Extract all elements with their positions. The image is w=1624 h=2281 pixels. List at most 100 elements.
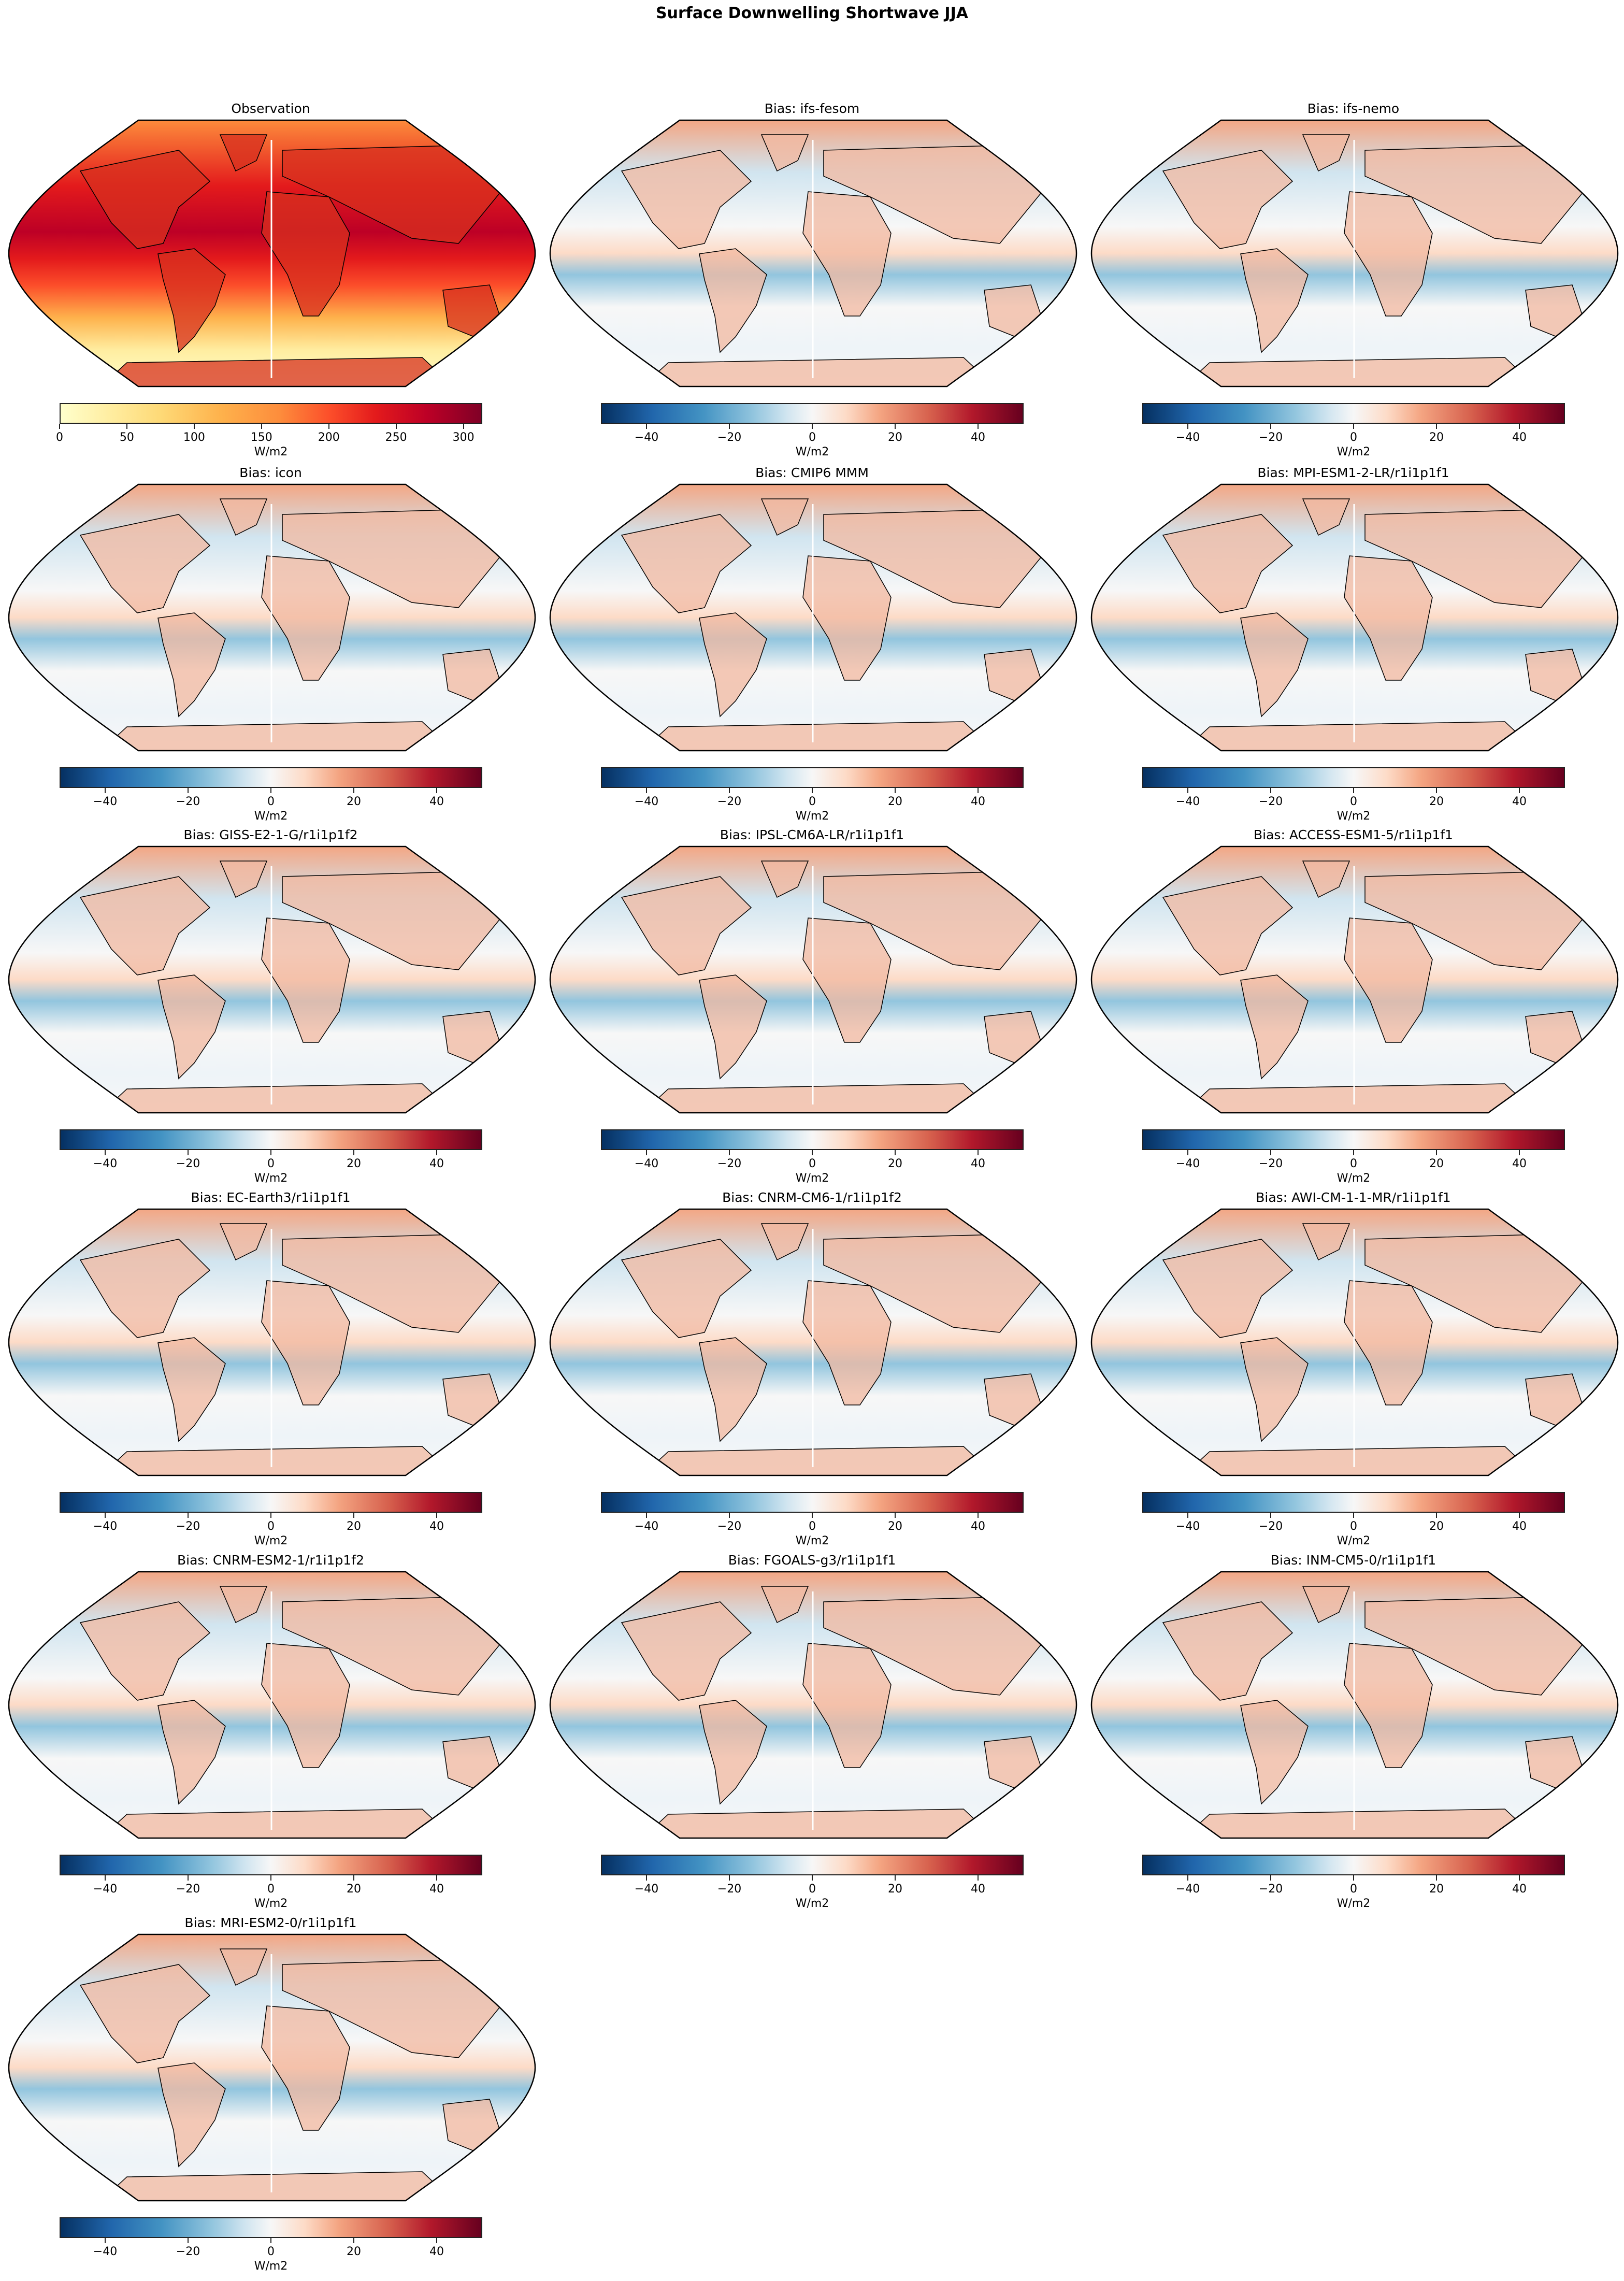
panel-bias: Bias: FGOALS-g3/r1i1p1f1 −40 −20 0 20 40 W/m2 — [541, 1552, 1083, 1915]
tick-mark — [812, 424, 813, 429]
colorbar-label: W/m2 — [1336, 1897, 1371, 1910]
tick-label: 20 — [347, 1883, 361, 1896]
colorbar-label: W/m2 — [795, 446, 829, 458]
tick-mark — [1187, 1513, 1188, 1518]
tick-label: −20 — [1258, 431, 1283, 444]
panel-bias: Bias: ACCESS-ESM1-5/r1i1p1f1 −40 −20 0 20 40 W… — [1083, 827, 1624, 1189]
tick-mark — [895, 424, 896, 429]
colorbar — [60, 1129, 482, 1150]
tick-mark — [1353, 1150, 1354, 1155]
tick-mark — [1270, 1513, 1271, 1518]
tick-label: 40 — [1512, 431, 1527, 444]
tick-label: 20 — [1429, 1157, 1444, 1170]
tick-label: 40 — [429, 1157, 444, 1170]
tick-mark — [729, 1875, 730, 1881]
colorbar-label: W/m2 — [1336, 810, 1371, 823]
tick-mark — [188, 1150, 189, 1155]
colorbar-ticks: −40 −20 0 20 40 — [601, 1513, 1024, 1539]
tick-label: 40 — [971, 1883, 985, 1896]
tick-label: 0 — [809, 795, 816, 808]
colorbar-label: W/m2 — [254, 810, 288, 823]
tick-mark — [729, 424, 730, 429]
tick-mark — [353, 1875, 354, 1881]
colorbar — [1142, 1855, 1565, 1875]
tick-label: 40 — [1512, 1520, 1527, 1533]
tick-mark — [729, 1150, 730, 1155]
tick-label: 20 — [1429, 431, 1444, 444]
tick-mark — [270, 1875, 271, 1881]
tick-label: −40 — [634, 1157, 659, 1170]
tick-label: 40 — [429, 2245, 444, 2258]
tick-label: 300 — [452, 431, 475, 444]
tick-label: 20 — [888, 1520, 902, 1533]
tick-mark — [812, 1875, 813, 1881]
tick-mark — [646, 1150, 647, 1155]
tick-mark — [812, 1513, 813, 1518]
tick-label: 40 — [1512, 795, 1527, 808]
colorbar-label: W/m2 — [795, 810, 829, 823]
colorbar-ticks: −40 −20 0 20 40 — [60, 1513, 482, 1539]
tick-label: 0 — [1350, 795, 1357, 808]
colorbar-ticks: −40 −20 0 20 40 — [60, 2238, 482, 2264]
tick-label: −20 — [1258, 1520, 1283, 1533]
tick-label: −20 — [1258, 1157, 1283, 1170]
colorbar — [601, 403, 1024, 424]
colorbar-ticks: −40 −20 0 20 40 — [1142, 1875, 1565, 1901]
tick-mark — [1436, 1150, 1437, 1155]
tick-mark — [436, 1513, 437, 1518]
panel-observation: Observation 0 50 100 150 200 250 300 W/m2 — [0, 101, 541, 463]
colorbar-label: W/m2 — [795, 1897, 829, 1910]
colorbar — [60, 2217, 482, 2238]
panel-title: Bias: CNRM-CM6-1/r1i1p1f2 — [722, 1190, 902, 1205]
tick-label: −40 — [634, 431, 659, 444]
world-map — [8, 1208, 536, 1476]
tick-mark — [895, 788, 896, 793]
world-map — [1090, 1571, 1619, 1839]
tick-label: −20 — [176, 2245, 200, 2258]
panel-title: Bias: CMIP6 MMM — [755, 465, 869, 480]
panel-bias: Bias: ifs-nemo −40 −20 0 20 40 W/m2 — [1083, 101, 1624, 463]
colorbar — [60, 1492, 482, 1513]
tick-label: 0 — [267, 1157, 275, 1170]
colorbar-label: W/m2 — [1336, 446, 1371, 458]
tick-mark — [646, 1875, 647, 1881]
tick-mark — [895, 1513, 896, 1518]
tick-label: 20 — [347, 2245, 361, 2258]
tick-label: 20 — [347, 1520, 361, 1533]
tick-label: 0 — [267, 795, 275, 808]
tick-label: −20 — [1258, 795, 1283, 808]
tick-mark — [463, 424, 464, 429]
world-map — [549, 845, 1077, 1114]
tick-mark — [1187, 1150, 1188, 1155]
tick-label: −40 — [93, 1157, 118, 1170]
tick-label: 0 — [267, 2245, 275, 2258]
tick-mark — [1353, 424, 1354, 429]
tick-label: 0 — [809, 1883, 816, 1896]
tick-label: −20 — [717, 431, 742, 444]
world-map — [1090, 483, 1619, 752]
panel-title: Bias: AWI-CM-1-1-MR/r1i1p1f1 — [1256, 1190, 1451, 1205]
colorbar-label: W/m2 — [254, 1172, 288, 1185]
colorbar-label: W/m2 — [1336, 1534, 1371, 1547]
tick-label: 0 — [267, 1883, 275, 1896]
colorbar-label: W/m2 — [254, 1897, 288, 1910]
tick-label: −40 — [93, 795, 118, 808]
tick-label: 20 — [1429, 795, 1444, 808]
panel-bias: Bias: CMIP6 MMM −40 −20 0 20 40 W/m2 — [541, 465, 1083, 827]
tick-mark — [1519, 1875, 1520, 1881]
tick-label: −40 — [634, 795, 659, 808]
tick-mark — [978, 1875, 979, 1881]
tick-label: −40 — [93, 1883, 118, 1896]
colorbar-ticks: −40 −20 0 20 40 — [1142, 1150, 1565, 1176]
tick-mark — [1436, 1513, 1437, 1518]
tick-label: 40 — [1512, 1157, 1527, 1170]
tick-mark — [328, 424, 329, 429]
tick-label: 0 — [56, 431, 63, 444]
tick-mark — [270, 2238, 271, 2243]
colorbar-label: W/m2 — [254, 2260, 288, 2273]
tick-label: −40 — [93, 1520, 118, 1533]
tick-mark — [270, 788, 271, 793]
tick-label: 40 — [971, 431, 985, 444]
tick-label: −40 — [93, 2245, 118, 2258]
tick-mark — [1187, 788, 1188, 793]
